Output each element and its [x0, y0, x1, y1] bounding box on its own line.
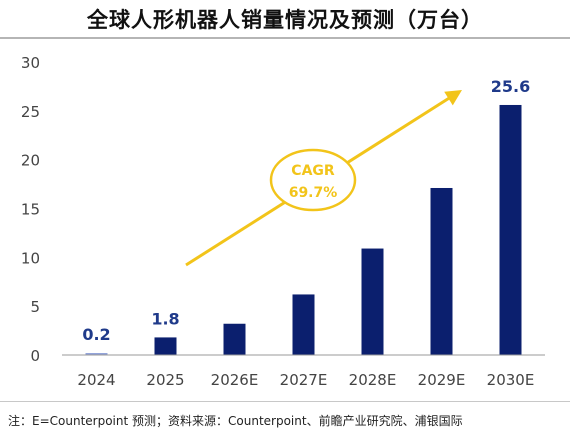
- x-tick-label: 2027E: [280, 371, 328, 389]
- y-tick-label: 20: [21, 152, 40, 170]
- source-divider: [0, 401, 570, 402]
- bar-series: [85, 104, 522, 356]
- x-tick-label: 2029E: [418, 371, 466, 389]
- y-tick-label: 5: [30, 298, 40, 316]
- data-label: 1.8: [151, 309, 179, 328]
- data-labels: 0.2 1.8 25.6: [82, 77, 530, 344]
- bar-2024: [85, 353, 108, 355]
- y-tick-label: 0: [30, 347, 40, 365]
- bar-2029e: [430, 187, 453, 355]
- data-label: 0.2: [82, 325, 110, 344]
- y-tick-label: 30: [21, 54, 40, 72]
- cagr-annotation: CAGR 69.7%: [269, 148, 357, 212]
- cagr-value: 69.7%: [289, 185, 338, 201]
- cagr-ellipse: [269, 148, 357, 212]
- bar-2025: [154, 337, 177, 355]
- cagr-arrow-head: [444, 90, 462, 106]
- title-divider: [0, 37, 570, 39]
- y-tick-label: 25: [21, 103, 40, 121]
- x-tick-label: 2025: [146, 371, 184, 389]
- x-tick-label: 2028E: [349, 371, 397, 389]
- bar-2026e: [223, 323, 246, 355]
- x-axis: 2024 2025 2026E 2027E 2028E 2029E 2030E: [77, 371, 534, 389]
- y-axis: 0 5 10 15 20 25 30: [21, 54, 40, 365]
- x-tick-label: 2024: [77, 371, 115, 389]
- bar-2030e: [499, 104, 522, 356]
- source-note: 注：E=Counterpoint 预测；资料来源：Counterpoint、前瞻…: [8, 414, 463, 428]
- data-label: 25.6: [491, 77, 530, 96]
- x-tick-label: 2026E: [211, 371, 259, 389]
- y-tick-label: 10: [21, 249, 40, 267]
- x-tick-label: 2030E: [487, 371, 535, 389]
- y-tick-label: 15: [21, 201, 40, 219]
- cagr-label: CAGR: [291, 163, 335, 179]
- chart-title: 全球人形机器人销量情况及预测（万台）: [87, 7, 483, 32]
- bar-2027e: [292, 294, 315, 355]
- bar-2028e: [361, 248, 384, 355]
